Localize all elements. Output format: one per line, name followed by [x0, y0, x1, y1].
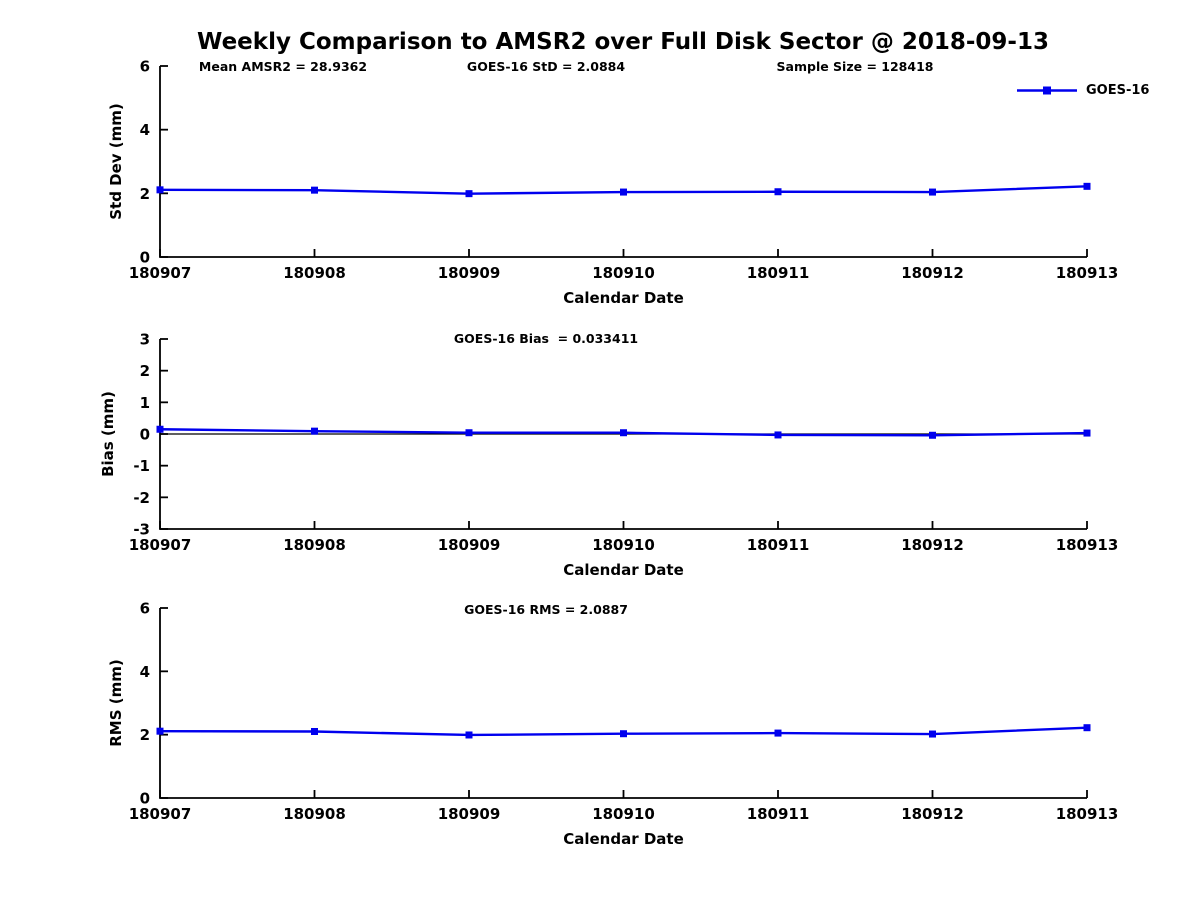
x-axis-label: Calendar Date — [563, 289, 684, 307]
annotation-goes16-std: GOES-16 StD = 2.0884 — [466, 59, 626, 74]
x-axis-label: Calendar Date — [563, 561, 684, 579]
y-tick-label: -3 — [133, 521, 150, 539]
data-point-marker — [1083, 182, 1091, 190]
x-tick-label: 180908 — [283, 264, 346, 282]
y-tick-label: 6 — [140, 600, 150, 618]
chart-bias: -3 -2 -1 0 1 2 3 180907 180908 180909 180910 180911… — [99, 331, 1118, 580]
y-tick-label: 0 — [140, 249, 150, 267]
y-tick-label: 2 — [140, 185, 150, 203]
y-tick-label: 1 — [140, 394, 150, 412]
x-tick-label: 180908 — [283, 536, 346, 554]
x-tick-label: 180910 — [592, 805, 655, 823]
y-tick-label: -1 — [133, 457, 150, 475]
data-point-marker — [929, 431, 936, 439]
y-tick-label: 4 — [140, 663, 150, 681]
data-point-marker — [620, 188, 627, 196]
y-tick-label: 6 — [140, 58, 150, 76]
data-point-marker — [311, 728, 318, 735]
x-tick-label: 180911 — [747, 264, 810, 282]
y-tick-label: 0 — [140, 790, 150, 808]
y-axis-label: RMS (mm) — [107, 659, 125, 746]
data-point-marker — [465, 429, 473, 437]
data-point-marker — [1083, 429, 1091, 437]
x-tick-label: 180913 — [1056, 805, 1119, 823]
data-point-marker — [311, 186, 318, 194]
data-point-marker — [156, 186, 164, 194]
x-tick-label: 180907 — [129, 264, 192, 282]
y-axis-label: Bias (mm) — [99, 391, 117, 477]
data-point-marker — [620, 730, 627, 738]
data-point-marker — [929, 188, 936, 196]
annotation-goes16-bias: GOES-16 Bias = 0.033411 — [453, 331, 639, 346]
y-tick-label: -2 — [133, 489, 150, 507]
data-point-marker — [774, 729, 782, 737]
x-tick-label: 180909 — [438, 805, 501, 823]
annotation-mean-amsr2: Mean AMSR2 = 28.9362 — [198, 59, 368, 74]
x-tick-label: 180911 — [747, 805, 810, 823]
data-point-marker — [929, 730, 936, 738]
annotation-goes16-rms: GOES-16 RMS = 2.0887 — [464, 602, 628, 617]
data-point-marker — [620, 429, 627, 437]
y-tick-label: 2 — [140, 362, 150, 380]
x-tick-label: 180909 — [438, 536, 501, 554]
data-point-marker — [156, 727, 164, 735]
axis-spine — [159, 66, 1087, 258]
x-tick-label: 180911 — [747, 536, 810, 554]
x-tick-label: 180912 — [901, 264, 964, 282]
x-tick-label: 180910 — [592, 536, 655, 554]
data-point-marker — [311, 427, 318, 435]
x-tick-label: 180913 — [1056, 264, 1119, 282]
x-tick-label: 180909 — [438, 264, 501, 282]
legend-label: GOES-16 — [1086, 83, 1150, 98]
y-tick-label: 4 — [140, 121, 150, 139]
x-tick-label: 180912 — [901, 805, 964, 823]
x-tick-label: 180912 — [901, 536, 964, 554]
x-tick-label: 180913 — [1056, 536, 1119, 554]
annotation-sample-size: Sample Size = 128418 — [776, 59, 934, 74]
legend: GOES-16 — [1016, 83, 1149, 98]
x-tick-label: 180908 — [283, 805, 346, 823]
x-tick-label: 180910 — [592, 264, 655, 282]
chart-std-dev: 0 2 4 6 180907 180908 180909 180910 180911 180912… — [107, 58, 1118, 308]
y-tick-label: 2 — [140, 726, 150, 744]
chart-rms: 0 2 4 6 180907 180908 180909 180910 180911 180912… — [107, 600, 1118, 849]
data-point-marker — [465, 731, 473, 739]
data-point-marker — [156, 425, 164, 433]
data-point-marker — [465, 190, 473, 198]
axis-spine — [159, 608, 1087, 799]
y-axis-label: Std Dev (mm) — [107, 103, 125, 220]
legend-line-icon — [1017, 86, 1077, 95]
x-tick-label: 180907 — [129, 805, 192, 823]
figure-title: Weekly Comparison to AMSR2 over Full Dis… — [197, 29, 1049, 55]
data-point-marker — [1083, 724, 1091, 732]
y-tick-label: 0 — [140, 426, 150, 444]
y-tick-label: 3 — [140, 331, 150, 349]
x-axis-label: Calendar Date — [563, 830, 684, 848]
data-point-marker — [774, 431, 782, 439]
x-tick-label: 180907 — [129, 536, 192, 554]
data-point-marker — [774, 188, 782, 196]
